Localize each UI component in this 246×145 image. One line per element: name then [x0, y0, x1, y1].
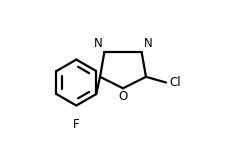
Text: F: F	[73, 118, 80, 131]
Text: N: N	[93, 37, 102, 50]
Text: Cl: Cl	[169, 76, 181, 89]
Text: O: O	[118, 90, 128, 103]
Text: N: N	[144, 37, 153, 50]
